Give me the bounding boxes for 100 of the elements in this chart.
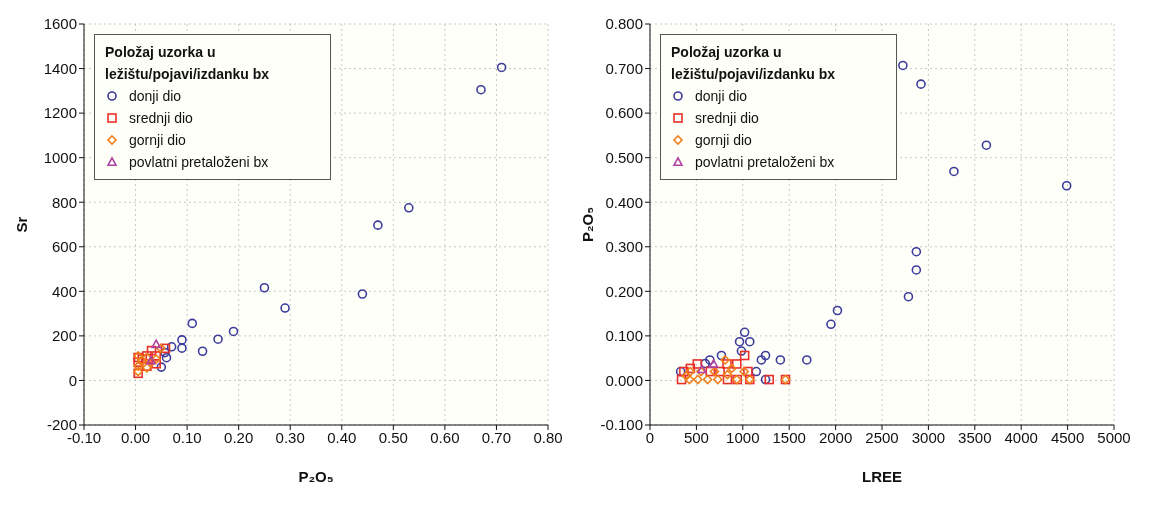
point: [911, 246, 922, 257]
point: [981, 140, 992, 150]
point: [898, 60, 908, 71]
x-tick-label: 4500: [1050, 428, 1085, 446]
point: [280, 303, 290, 313]
point: [916, 79, 926, 89]
point: [764, 374, 775, 385]
point: [675, 366, 686, 377]
y-tick-label: 800: [51, 193, 77, 211]
legend-label: gornji dio: [129, 131, 186, 150]
y-tick-label: 0.400: [605, 193, 643, 211]
y-tick-label: 1600: [43, 15, 77, 33]
point: [133, 361, 143, 371]
x-tick-label: 0.20: [224, 428, 254, 446]
point: [709, 366, 720, 377]
point: [743, 366, 753, 377]
x-axis-title: LREE: [861, 467, 903, 485]
point: [156, 343, 166, 354]
point: [197, 346, 208, 357]
y-tick-label: -200: [46, 416, 77, 434]
legend-label: donji dio: [129, 87, 182, 106]
y-tick-label: 0.700: [605, 59, 643, 77]
point: [826, 319, 836, 330]
x-tick-label: 0.60: [430, 428, 460, 446]
point: [726, 363, 737, 374]
x-tick-label: 0.00: [120, 428, 151, 446]
y-axis-title: P₂O₅: [579, 206, 597, 243]
point: [716, 350, 727, 361]
y-tick-label: 400: [51, 282, 77, 300]
x-tick-label: 0.80: [533, 428, 563, 446]
y-tick-label: 0: [68, 371, 77, 389]
point: [760, 350, 771, 361]
y-tick-label: 0.500: [605, 148, 643, 166]
point: [739, 327, 750, 338]
point: [692, 359, 703, 369]
point: [705, 355, 715, 365]
point: [177, 335, 187, 345]
point: [903, 291, 914, 302]
point: [259, 282, 270, 293]
y-tick-label: 600: [51, 238, 77, 256]
point: [177, 343, 187, 353]
point: [681, 371, 691, 381]
point: [160, 343, 171, 354]
y-tick-label: -0.100: [600, 416, 643, 434]
point: [679, 366, 689, 377]
legend-label: donji dio: [695, 87, 748, 106]
x-tick-label: 5000: [1097, 428, 1131, 446]
x-tick-label: 3500: [958, 428, 992, 446]
y-tick-label: 1000: [43, 148, 77, 166]
point: [228, 326, 239, 337]
point: [775, 355, 786, 365]
point: [751, 366, 762, 377]
x-tick-label: 0.10: [172, 428, 202, 446]
y-tick-label: 200: [51, 327, 77, 345]
x-tick-label: 500: [683, 428, 709, 446]
y-tick-label: 0.600: [605, 104, 643, 122]
point: [722, 359, 732, 369]
point: [715, 366, 725, 377]
point: [676, 374, 687, 385]
x-tick-label: 4000: [1004, 428, 1038, 446]
point: [404, 202, 414, 213]
point: [166, 342, 177, 352]
point: [161, 352, 172, 363]
point: [684, 374, 695, 385]
point: [213, 334, 223, 345]
point: [702, 374, 713, 385]
point: [736, 346, 747, 356]
y-tick-label: 0.100: [605, 327, 643, 345]
x-tick-label: 0.30: [275, 428, 305, 446]
point: [708, 359, 719, 368]
point: [1061, 180, 1072, 191]
legend-label: gornji dio: [695, 131, 752, 150]
x-tick-label: 2000: [818, 428, 853, 446]
point: [357, 289, 368, 299]
point: [739, 350, 750, 361]
point: [187, 318, 198, 329]
x-tick-label: 1500: [772, 428, 806, 446]
point: [151, 358, 161, 369]
point: [734, 336, 745, 347]
point: [949, 166, 959, 177]
y-tick-label: 1400: [43, 59, 77, 77]
y-tick-label: 1200: [43, 104, 77, 122]
x-tick-label: 1000: [726, 428, 760, 446]
point: [720, 355, 730, 365]
y-tick-label: 0.200: [605, 282, 643, 300]
point: [832, 305, 843, 316]
point: [700, 358, 711, 369]
y-tick-label: 0.800: [605, 15, 643, 33]
legend-label: povlatni pretaloženi bx: [695, 153, 835, 172]
legend-label: povlatni pretaloženi bx: [129, 153, 269, 172]
point: [692, 374, 703, 385]
x-tick-label: 2500: [865, 428, 899, 446]
legend-label: srednji dio: [695, 109, 759, 128]
y-axis-title: Sr: [13, 216, 31, 233]
point: [756, 355, 767, 365]
y-tick-label: 0.300: [605, 238, 643, 256]
point: [802, 355, 812, 365]
point: [722, 374, 733, 385]
point: [760, 374, 771, 385]
point: [731, 359, 742, 369]
